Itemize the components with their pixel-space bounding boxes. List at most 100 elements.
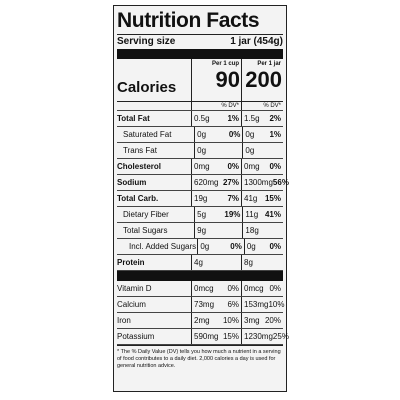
spacer xyxy=(117,102,191,110)
nutrient-row: Total Carb. 19g 7% 41g 15% xyxy=(117,191,283,207)
nutrient-col: 1.5g 2% xyxy=(241,111,283,126)
nutrient-col: 0g 1% xyxy=(242,127,283,142)
daily-value: 19% xyxy=(224,210,241,219)
dv-head-text: % DV* xyxy=(263,103,281,109)
nutrient-col: 41g 15% xyxy=(241,191,283,206)
amount: 3mg xyxy=(244,316,260,325)
nutrient-col: 18g xyxy=(242,223,283,238)
daily-value: 10% xyxy=(222,316,239,325)
nutrient-col: 620mg 27% xyxy=(191,175,241,190)
dv-head-text: % DV* xyxy=(221,103,239,109)
daily-value: 10% xyxy=(268,300,285,309)
nutrient-name: Protein xyxy=(117,258,145,267)
daily-value: 2% xyxy=(269,114,281,123)
vitamin-rows: Vitamin D 0mcg 0% 0mcg 0% Calcium 73mg 6% 153mg 1… xyxy=(117,281,289,345)
amount: 8g xyxy=(244,258,253,267)
daily-value: 0% xyxy=(227,284,239,293)
amount: 0g xyxy=(197,146,207,155)
calories-col: Per 1 jar 200 xyxy=(241,59,283,101)
nutrient-col: 11g 41% xyxy=(242,207,283,222)
daily-value: 7% xyxy=(227,194,239,203)
nutrient-name: Calcium xyxy=(117,300,146,309)
daily-value: 0% xyxy=(228,130,241,139)
nutrient-name: Iron xyxy=(117,316,131,325)
calories-col: Per 1 cup 90 xyxy=(191,59,241,101)
nutrient-col: 153mg 10% xyxy=(241,297,285,312)
amount: 18g xyxy=(245,226,259,235)
nutrient-name: Total Sugars xyxy=(123,226,168,235)
nutrient-row: Incl. Added Sugars 0g 0% 0g 0% xyxy=(117,239,283,255)
nutrient-col: 0mcg 0% xyxy=(241,281,283,296)
nutrient-row: Sodium 620mg 27% 1300mg 56% xyxy=(117,175,289,191)
calories-value: 90 xyxy=(215,67,240,92)
nutrient-name: Sodium xyxy=(117,178,147,187)
daily-value: 0% xyxy=(269,162,281,171)
serving: Serving size 1 jar (454g) xyxy=(117,34,283,49)
nutrient-row: Total Fat 0.5g 1% 1.5g 2% xyxy=(117,111,283,127)
nutrient-col: 590mg 15% xyxy=(191,329,241,344)
nutrient-row: Calcium 73mg 6% 153mg 10% xyxy=(117,297,285,313)
daily-value: 0% xyxy=(269,284,281,293)
amount: 5g xyxy=(197,210,207,219)
amount: 4g xyxy=(194,258,203,267)
amount: 620mg xyxy=(194,178,219,187)
nutrient-col: 1230mg 25% xyxy=(241,329,289,344)
nutrient-name: Dietary Fiber xyxy=(123,210,169,219)
amount: 0mcg xyxy=(194,284,214,293)
col-header: Per 1 jar xyxy=(257,61,281,67)
daily-value: 15% xyxy=(264,194,281,203)
nutrient-col: 9g xyxy=(194,223,242,238)
nutrient-name: Total Fat xyxy=(117,114,150,123)
amount: 0mg xyxy=(244,162,260,171)
daily-value: 0% xyxy=(230,242,242,251)
nutrient-rows: Total Fat 0.5g 1% 1.5g 2% Saturated Fat 0g 0% 0g… xyxy=(117,111,289,271)
col-header: Per 1 cup xyxy=(211,61,239,67)
nutrient-row: Protein 4g 8g xyxy=(117,255,283,271)
nutrient-col: 0g 0% xyxy=(243,239,283,254)
nutrient-name: Incl. Added Sugars xyxy=(129,242,197,251)
amount: 0g xyxy=(245,146,255,155)
amount: 73mg xyxy=(194,300,215,309)
nutrient-col: 19g 7% xyxy=(191,191,241,206)
nutrient-name: Potassium xyxy=(117,332,155,341)
nutrient-row: Dietary Fiber 5g 19% 11g 41% xyxy=(117,207,283,223)
daily-value: 27% xyxy=(222,178,239,187)
footnote: * The % Daily Value (DV) tells you how m… xyxy=(117,345,283,370)
amount: 41g xyxy=(244,194,258,203)
nutrient-col: 5g 19% xyxy=(194,207,242,222)
nutrient-col: 0mcg 0% xyxy=(191,281,241,296)
nutrient-col: 0g 0% xyxy=(194,127,242,142)
daily-value: 1% xyxy=(269,130,281,139)
serving-label: Serving size xyxy=(117,36,176,47)
nutrient-row: Vitamin D 0mcg 0% 0mcg 0% xyxy=(117,281,283,297)
nutrient-row: Trans Fat 0g 0g xyxy=(117,143,283,159)
amount: 2mg xyxy=(194,316,210,325)
nutrient-col: 0mg 0% xyxy=(191,159,241,174)
daily-value: 1% xyxy=(227,114,239,123)
daily-value: 25% xyxy=(272,332,289,341)
amount: 0g xyxy=(197,130,207,139)
serving-value: 1 jar (454g) xyxy=(230,36,283,47)
nutrient-col: 0.5g 1% xyxy=(191,111,241,126)
calories: Calories Per 1 cup 90 Per 1 jar 200 xyxy=(117,59,283,102)
nutrient-col: 1300mg 56% xyxy=(241,175,289,190)
amount: 1.5g xyxy=(244,114,260,123)
nutrient-name: Trans Fat xyxy=(123,146,157,155)
nutrient-row: Potassium 590mg 15% 1230mg 25% xyxy=(117,329,289,345)
amount: 9g xyxy=(197,226,207,235)
title: Nutrition Facts xyxy=(117,9,260,32)
nutrient-col: 0mg 0% xyxy=(241,159,283,174)
dv-head: % DV* xyxy=(241,102,283,110)
nutrient-col: 2mg 10% xyxy=(191,313,241,328)
daily-value: 0% xyxy=(227,162,239,171)
amount: 0mcg xyxy=(244,284,264,293)
amount: 1300mg xyxy=(244,178,273,187)
nutrition-label: Nutrition Facts Serving size 1 jar (454g… xyxy=(113,5,289,392)
nutrient-col: 3mg 20% xyxy=(241,313,283,328)
amount: 1230mg xyxy=(244,332,273,341)
nutrient-col: 0g xyxy=(194,143,242,158)
amount: 19g xyxy=(194,194,208,203)
calories-label: Calories xyxy=(117,79,177,96)
nutrient-col: 4g xyxy=(191,255,241,270)
